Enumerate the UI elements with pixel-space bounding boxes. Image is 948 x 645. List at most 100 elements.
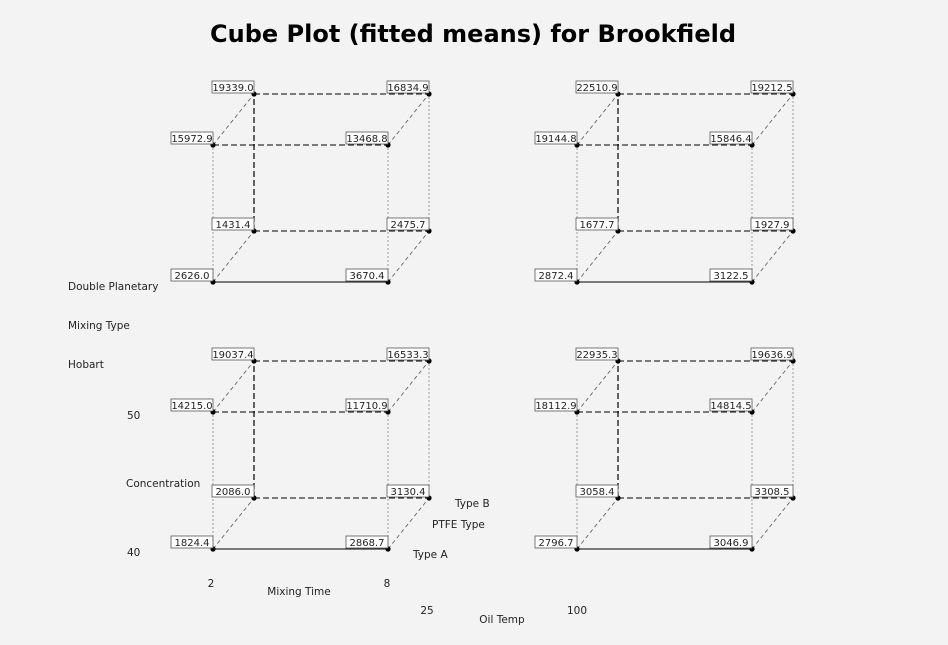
cube-edge — [387, 497, 430, 550]
value-label-box — [170, 535, 214, 549]
value-label-box — [170, 268, 214, 282]
cube-edge — [212, 360, 255, 413]
cube-edge — [751, 497, 794, 550]
value-label-box — [575, 217, 619, 231]
cube-edge — [387, 93, 430, 146]
value-label-box — [386, 80, 430, 94]
mixing-type-axis-label: Mixing Type — [68, 320, 130, 332]
value-label: 2475.7 — [391, 220, 426, 231]
oil-temp-axis-label: Oil Temp — [479, 614, 525, 626]
mixing-type-level-hobart: Hobart — [68, 359, 104, 371]
oil-temp-level-100: 100 — [567, 605, 587, 617]
value-label-box — [170, 131, 214, 145]
value-label: 22510.9 — [576, 83, 617, 94]
ptfe-type-level-b: Type B — [454, 498, 490, 510]
cube-0: 2626.0 3670.4 1431.4 2475.7 15972.9 13468.8 19… — [170, 80, 432, 285]
mixing-time-axis-label: Mixing Time — [267, 586, 330, 598]
chart-title: Cube Plot (fitted means) for Brookfield — [210, 20, 736, 48]
oil-temp-level-25: 25 — [420, 605, 433, 617]
cube-3: 2796.7 3046.9 3058.4 3308.5 18112.9 14814.5 22… — [534, 347, 796, 552]
mixing-type-level-double-planetary: Double Planetary — [68, 281, 158, 293]
value-label: 19212.5 — [751, 83, 792, 94]
concentration-level-50: 50 — [127, 410, 140, 422]
value-label-box — [575, 80, 619, 94]
value-label-box — [750, 80, 794, 94]
value-label: 3308.5 — [755, 487, 790, 498]
value-label: 1431.4 — [216, 220, 251, 231]
ptfe-type-axis-label: PTFE Type — [432, 519, 485, 531]
value-label-box — [170, 398, 214, 412]
concentration-axis-label: Concentration — [126, 478, 200, 490]
value-label: 2872.4 — [539, 271, 574, 282]
value-label: 3046.9 — [714, 538, 749, 549]
value-label: 14814.5 — [710, 401, 751, 412]
value-label: 19339.0 — [212, 83, 253, 94]
value-label-box — [709, 268, 753, 282]
value-label: 11710.9 — [346, 401, 387, 412]
value-label-box — [709, 535, 753, 549]
value-label: 2868.7 — [350, 538, 385, 549]
mixing-time-level-8: 8 — [384, 578, 391, 590]
value-label-box — [211, 347, 255, 361]
value-label: 19037.4 — [212, 350, 253, 361]
value-label-box — [345, 268, 389, 282]
value-label-box — [534, 535, 578, 549]
value-label: 19636.9 — [751, 350, 792, 361]
value-label: 2086.0 — [216, 487, 251, 498]
cube-edge — [751, 93, 794, 146]
value-label: 1927.9 — [755, 220, 790, 231]
value-label: 3670.4 — [350, 271, 385, 282]
cubes-group: 2626.0 3670.4 1431.4 2475.7 15972.9 13468.8 19… — [170, 80, 796, 552]
value-label-box — [534, 268, 578, 282]
cube-edge — [212, 230, 255, 283]
cube-edge — [576, 230, 619, 283]
value-label-box — [386, 217, 430, 231]
cube-edge — [212, 497, 255, 550]
value-label-box — [211, 80, 255, 94]
cube-2: 1824.4 2868.7 2086.0 3130.4 14215.0 11710.9 19… — [170, 347, 432, 552]
value-label: 13468.8 — [346, 134, 387, 145]
ptfe-type-level-a: Type A — [412, 549, 448, 561]
value-label: 1677.7 — [580, 220, 615, 231]
cube-edge — [387, 360, 430, 413]
value-label-box — [575, 484, 619, 498]
value-label-box — [534, 131, 578, 145]
value-label: 2626.0 — [175, 271, 210, 282]
value-label: 18112.9 — [535, 401, 576, 412]
cube-edge — [576, 360, 619, 413]
value-label: 15972.9 — [171, 134, 212, 145]
value-label-box — [345, 131, 389, 145]
cube-edge — [387, 230, 430, 283]
value-label-box — [709, 398, 753, 412]
value-label-box — [750, 217, 794, 231]
value-label-box — [534, 398, 578, 412]
value-label: 19144.8 — [535, 134, 576, 145]
value-label: 15846.4 — [710, 134, 751, 145]
value-label: 3122.5 — [714, 271, 749, 282]
value-label-box — [345, 398, 389, 412]
cube-1: 2872.4 3122.5 1677.7 1927.9 19144.8 15846.4 22… — [534, 80, 796, 285]
value-label: 22935.3 — [576, 350, 617, 361]
value-label: 14215.0 — [171, 401, 212, 412]
value-label: 16834.9 — [387, 83, 428, 94]
concentration-level-40: 40 — [127, 547, 140, 559]
value-label-box — [575, 347, 619, 361]
value-label: 16533.3 — [387, 350, 428, 361]
cube-edge — [576, 497, 619, 550]
cube-edge — [576, 93, 619, 146]
value-label: 3058.4 — [580, 487, 615, 498]
cube-edge — [212, 93, 255, 146]
value-label-box — [345, 535, 389, 549]
value-label-box — [709, 131, 753, 145]
mixing-time-level-2: 2 — [208, 578, 215, 590]
value-label: 2796.7 — [539, 538, 574, 549]
value-label-box — [386, 347, 430, 361]
value-label-box — [750, 484, 794, 498]
value-label-box — [386, 484, 430, 498]
value-label-box — [211, 217, 255, 231]
value-label-box — [211, 484, 255, 498]
cube-edge — [751, 230, 794, 283]
value-label-box — [750, 347, 794, 361]
value-label: 3130.4 — [391, 487, 426, 498]
